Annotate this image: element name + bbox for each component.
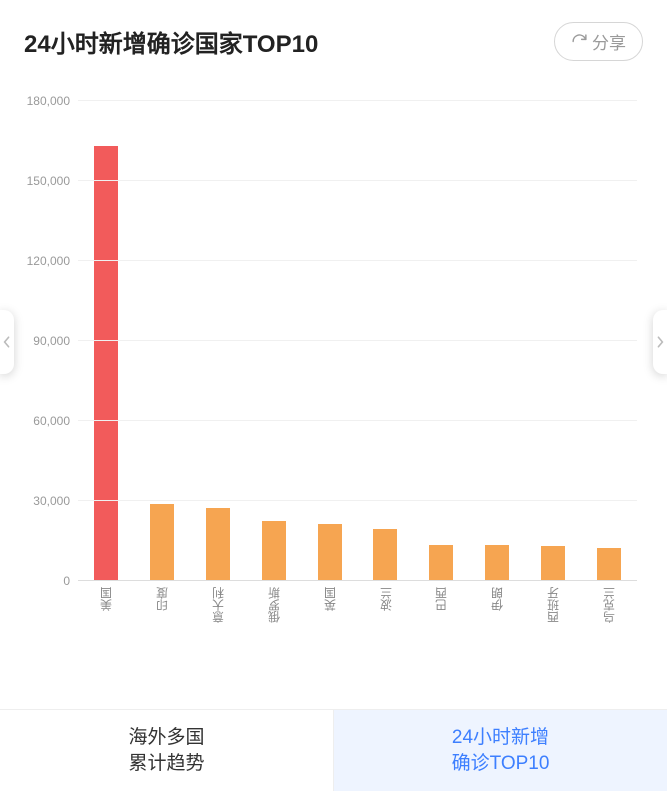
bar[interactable] bbox=[373, 529, 397, 581]
share-label: 分享 bbox=[592, 29, 626, 54]
x-axis-labels: 美国印度意大利俄罗斯英国波兰巴西伊朗西班牙乌克兰 bbox=[78, 587, 637, 671]
bar-slot bbox=[302, 101, 358, 581]
y-axis-label: 60,000 bbox=[20, 414, 70, 428]
x-axis-label: 美国 bbox=[78, 587, 134, 671]
tab-bar: 海外多国 累计趋势 24小时新增 确诊TOP10 bbox=[0, 709, 667, 791]
y-axis-label: 0 bbox=[20, 574, 70, 588]
bar-slot bbox=[358, 101, 414, 581]
refresh-share-icon bbox=[571, 33, 588, 50]
gridline bbox=[78, 180, 637, 181]
bars-container bbox=[78, 101, 637, 581]
x-axis-label: 巴西 bbox=[413, 587, 469, 671]
bar[interactable] bbox=[206, 508, 230, 581]
chevron-right-icon bbox=[656, 335, 664, 349]
y-axis-label: 180,000 bbox=[20, 94, 70, 108]
bar-slot bbox=[413, 101, 469, 581]
header: 24小时新增确诊国家TOP10 分享 bbox=[0, 0, 667, 71]
next-chart-handle[interactable] bbox=[653, 310, 667, 374]
gridline bbox=[78, 100, 637, 101]
bar[interactable] bbox=[262, 521, 286, 581]
bar-slot bbox=[246, 101, 302, 581]
bar[interactable] bbox=[429, 545, 453, 581]
plot-region: 030,00060,00090,000120,000150,000180,000 bbox=[78, 101, 637, 581]
y-axis-label: 150,000 bbox=[20, 174, 70, 188]
bar-slot bbox=[525, 101, 581, 581]
x-axis-label: 伊朗 bbox=[469, 587, 525, 671]
x-axis-label: 西班牙 bbox=[525, 587, 581, 671]
y-axis-label: 30,000 bbox=[20, 494, 70, 508]
x-axis-label: 波兰 bbox=[358, 587, 414, 671]
bar-slot bbox=[469, 101, 525, 581]
prev-chart-handle[interactable] bbox=[0, 310, 14, 374]
share-button[interactable]: 分享 bbox=[554, 22, 643, 61]
bar[interactable] bbox=[597, 548, 621, 581]
bar[interactable] bbox=[150, 504, 174, 581]
gridline bbox=[78, 340, 637, 341]
bar-slot bbox=[134, 101, 190, 581]
bar[interactable] bbox=[94, 146, 118, 581]
y-axis-label: 120,000 bbox=[20, 254, 70, 268]
x-axis-label: 印度 bbox=[134, 587, 190, 671]
page-title: 24小时新增确诊国家TOP10 bbox=[24, 24, 318, 59]
gridline bbox=[78, 260, 637, 261]
y-axis-label: 90,000 bbox=[20, 334, 70, 348]
gridline bbox=[78, 420, 637, 421]
x-axis-label: 俄罗斯 bbox=[246, 587, 302, 671]
bar-chart: 030,00060,00090,000120,000150,000180,000… bbox=[20, 101, 647, 671]
tab-24h-top10[interactable]: 24小时新增 确诊TOP10 bbox=[333, 710, 667, 791]
bar-slot bbox=[581, 101, 637, 581]
bar[interactable] bbox=[318, 524, 342, 581]
x-axis-label: 英国 bbox=[302, 587, 358, 671]
bar-slot bbox=[78, 101, 134, 581]
chevron-left-icon bbox=[3, 335, 11, 349]
tab-cumulative-trend[interactable]: 海外多国 累计趋势 bbox=[0, 710, 333, 791]
x-axis-label: 意大利 bbox=[190, 587, 246, 671]
bar[interactable] bbox=[541, 546, 565, 581]
bar-slot bbox=[190, 101, 246, 581]
gridline bbox=[78, 500, 637, 501]
x-axis-label: 乌克兰 bbox=[581, 587, 637, 671]
gridline bbox=[78, 580, 637, 581]
bar[interactable] bbox=[485, 545, 509, 581]
